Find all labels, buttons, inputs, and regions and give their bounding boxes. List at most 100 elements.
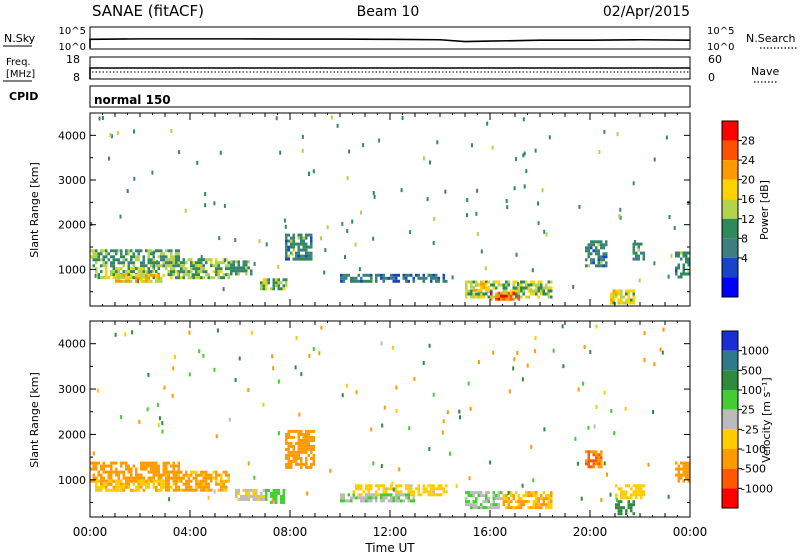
heatmap-cell: [152, 476, 155, 480]
heatmap-cell: [140, 261, 143, 265]
heatmap-cell: [505, 283, 508, 287]
scatter-cell: [324, 248, 327, 253]
heatmap-cell: [492, 497, 495, 501]
heatmap-cell: [122, 482, 125, 486]
heatmap-cell: [142, 482, 145, 486]
nsky-panel: N.Sky 10^5 10^0 10^5 10^0 N.Search: [3, 26, 798, 53]
heatmap-cell: [220, 479, 223, 483]
heatmap-cell: [515, 491, 518, 495]
heatmap-cell: [242, 494, 245, 498]
heatmap-cell: [682, 263, 685, 267]
heatmap-cell: [185, 479, 188, 483]
heatmap-cell: [280, 287, 283, 291]
heatmap-cell: [130, 479, 133, 483]
heatmap-cell: [215, 482, 218, 486]
scatter-cell: [662, 327, 665, 332]
heatmap-cell: [677, 263, 680, 267]
heatmap-cell: [305, 450, 308, 454]
heatmap-cell: [285, 432, 288, 436]
heatmap-cell: [307, 251, 310, 255]
heatmap-cell: [620, 295, 623, 299]
heatmap-cell: [197, 261, 200, 265]
heatmap-cell: [630, 506, 633, 510]
heatmap-cell: [152, 255, 155, 259]
scatter-cell: [326, 225, 329, 230]
station-title: SANAE (fitACF): [92, 2, 204, 20]
heatmap-cell: [132, 255, 135, 259]
colorbar-tick-label: 24: [741, 154, 755, 167]
scatter-cell: [667, 494, 670, 499]
heatmap-cell: [245, 266, 248, 270]
scatter-cell: [188, 330, 191, 335]
heatmap-cell: [237, 263, 240, 267]
heatmap-cell: [142, 258, 145, 262]
heatmap-cell: [195, 479, 198, 483]
heatmap-cell: [240, 266, 243, 270]
heatmap-cell: [175, 276, 178, 280]
heatmap-cell: [340, 493, 343, 497]
heatmap-cell: [407, 493, 410, 497]
heatmap-cell: [197, 473, 200, 477]
heatmap-cell: [140, 276, 143, 280]
heatmap-cell: [290, 441, 293, 445]
scatter-cell: [301, 148, 304, 153]
heatmap-cell: [442, 490, 445, 494]
heatmap-cell: [302, 432, 305, 436]
heatmap-cell: [517, 503, 520, 507]
heatmap-cell: [290, 242, 293, 246]
cpid-value: normal 150: [94, 93, 171, 107]
heatmap-cell: [92, 464, 95, 468]
heatmap-cell: [240, 269, 243, 273]
heatmap-cell: [355, 279, 358, 283]
heatmap-cell: [222, 488, 225, 492]
heatmap-cell: [110, 264, 113, 268]
heatmap-cell: [545, 494, 548, 498]
heatmap-cell: [177, 470, 180, 474]
scatter-cell: [271, 354, 274, 359]
heatmap-cell: [140, 479, 143, 483]
heatmap-cell: [152, 261, 155, 265]
heatmap-cell: [547, 500, 550, 504]
heatmap-cell: [115, 479, 118, 483]
heatmap-cell: [500, 297, 503, 301]
heatmap-cell: [157, 464, 160, 468]
colorbar-tick-label: -500: [741, 463, 766, 476]
heatmap-cell: [380, 493, 383, 497]
heatmap-cell: [170, 485, 173, 489]
scatter-cell: [603, 461, 606, 466]
heatmap-cell: [160, 255, 163, 259]
heatmap-cell: [365, 484, 368, 488]
heatmap-cell: [515, 500, 518, 504]
heatmap-cell: [632, 257, 635, 261]
heatmap-cell: [635, 496, 638, 500]
colorbar-tick-label: -25: [741, 423, 759, 436]
heatmap-cell: [600, 246, 603, 250]
heatmap-cell: [282, 488, 285, 492]
heatmap-cell: [182, 258, 185, 262]
scatter-cell: [204, 203, 207, 208]
scatter-cell: [673, 226, 676, 230]
heatmap-cell: [172, 261, 175, 265]
heatmap-cell: [272, 281, 275, 285]
heatmap-cell: [632, 484, 635, 488]
heatmap-cell: [177, 488, 180, 492]
heatmap-cell: [122, 470, 125, 474]
heatmap-cell: [105, 261, 108, 265]
heatmap-cell: [170, 270, 173, 274]
heatmap-cell: [492, 286, 495, 290]
heatmap-cell: [310, 429, 313, 433]
nsky-tick-top: 10^5: [59, 26, 86, 37]
heatmap-cell: [162, 482, 165, 486]
heatmap-cell: [202, 267, 205, 271]
heatmap-cell: [97, 252, 100, 256]
heatmap-cell: [235, 494, 238, 498]
heatmap-cell: [677, 470, 680, 474]
scatter-cell: [600, 498, 603, 502]
heatmap-cell: [517, 294, 520, 298]
scatter-cell: [534, 336, 537, 341]
heatmap-cell: [232, 269, 235, 273]
heatmap-cell: [285, 278, 288, 282]
heatmap-cell: [417, 276, 420, 280]
heatmap-cell: [585, 249, 588, 253]
heatmap-cell: [205, 258, 208, 262]
